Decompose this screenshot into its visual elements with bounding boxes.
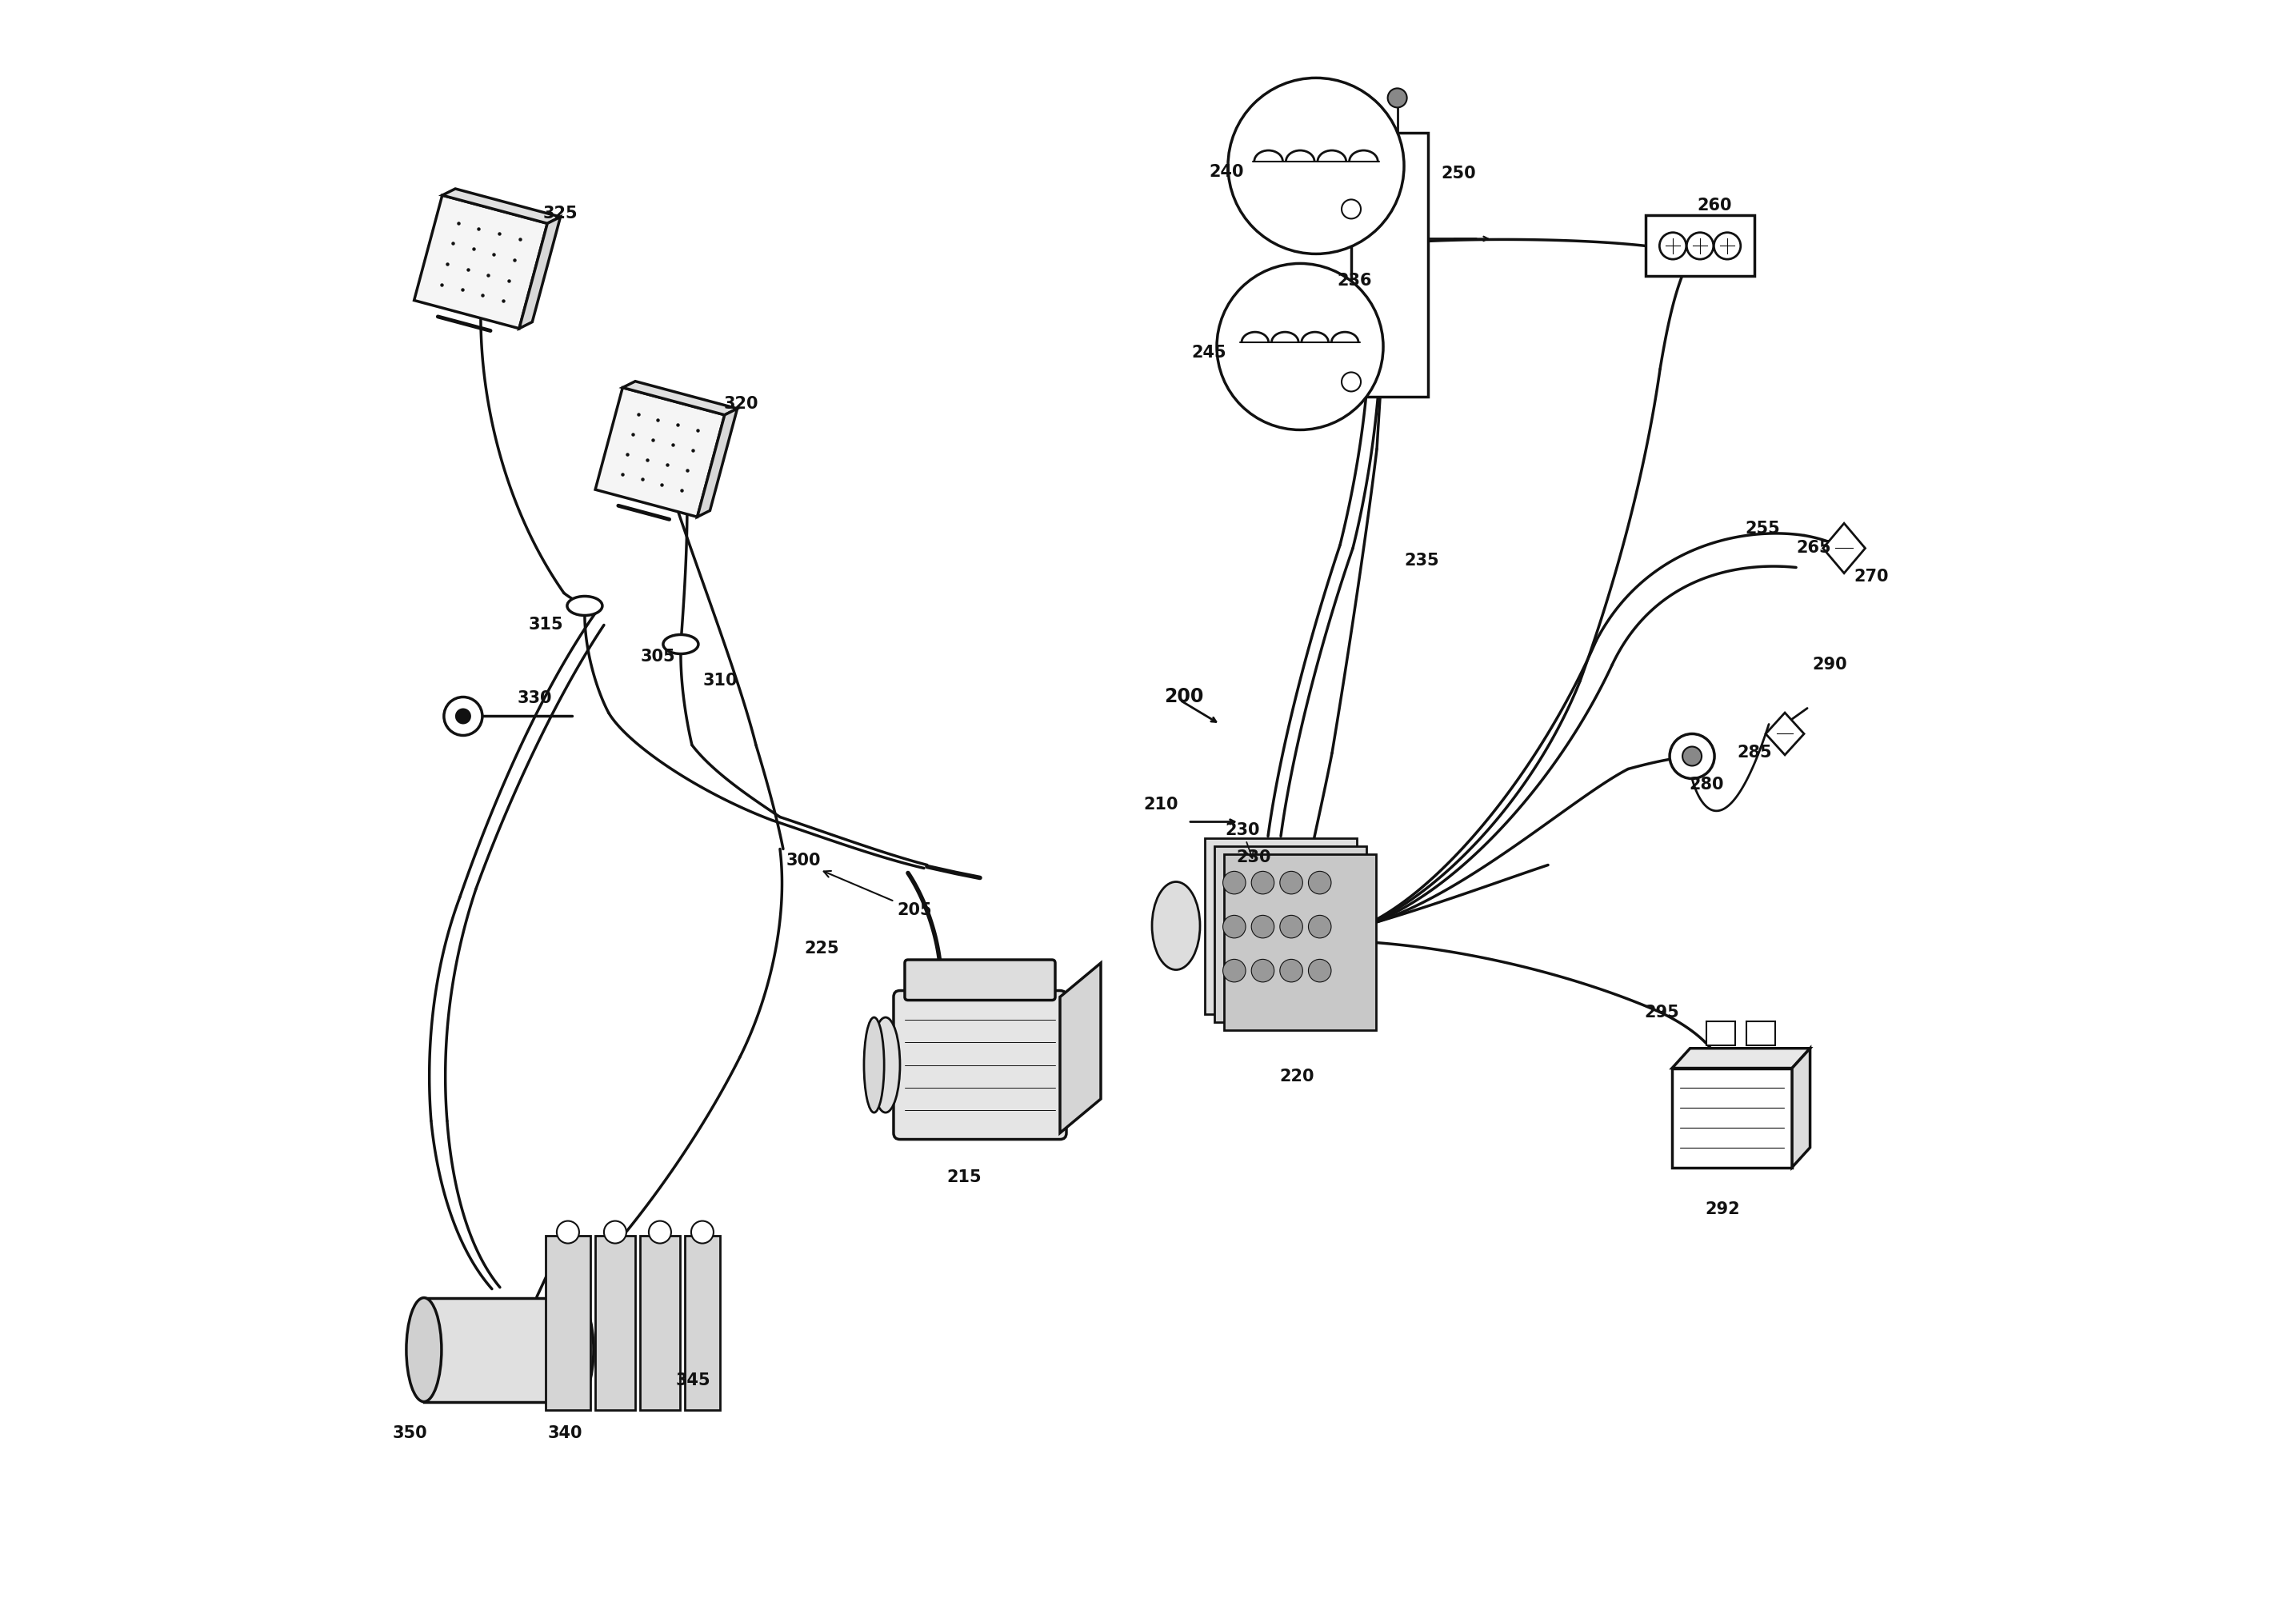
- Bar: [1706, 1020, 1736, 1045]
- Circle shape: [1309, 871, 1332, 894]
- Text: 255: 255: [1745, 521, 1779, 537]
- Text: 290: 290: [1812, 657, 1846, 673]
- Circle shape: [455, 708, 471, 724]
- Circle shape: [1217, 263, 1382, 429]
- Circle shape: [1387, 88, 1407, 107]
- Circle shape: [1309, 915, 1332, 939]
- Circle shape: [1341, 372, 1362, 391]
- Bar: [546, 1235, 590, 1410]
- Text: 236: 236: [1336, 272, 1371, 288]
- Text: 250: 250: [1442, 167, 1476, 183]
- Polygon shape: [519, 216, 560, 328]
- Text: 345: 345: [675, 1373, 712, 1387]
- Text: 340: 340: [549, 1424, 583, 1440]
- Text: 215: 215: [946, 1169, 980, 1185]
- Text: 265: 265: [1795, 540, 1830, 556]
- Circle shape: [1713, 232, 1740, 260]
- Text: 205: 205: [824, 871, 932, 918]
- Text: 305: 305: [641, 649, 675, 665]
- Text: 330: 330: [517, 690, 553, 706]
- Circle shape: [1341, 200, 1362, 219]
- Circle shape: [1251, 915, 1274, 939]
- Text: 350: 350: [393, 1424, 427, 1440]
- Text: 320: 320: [723, 396, 758, 412]
- Circle shape: [1228, 78, 1405, 253]
- Text: 240: 240: [1208, 165, 1244, 181]
- Bar: [1745, 1020, 1775, 1045]
- Text: 295: 295: [1644, 1004, 1678, 1020]
- Text: 200: 200: [1164, 687, 1203, 706]
- Polygon shape: [1793, 1048, 1809, 1168]
- Polygon shape: [1061, 963, 1100, 1133]
- Ellipse shape: [664, 634, 698, 654]
- Circle shape: [1279, 915, 1302, 939]
- Bar: [1671, 1069, 1793, 1168]
- Circle shape: [1224, 960, 1247, 982]
- Bar: [425, 1298, 576, 1402]
- Text: 235: 235: [1405, 553, 1440, 569]
- Text: 270: 270: [1853, 569, 1890, 585]
- Text: 300: 300: [785, 852, 822, 868]
- Ellipse shape: [1153, 881, 1201, 969]
- Circle shape: [556, 1221, 579, 1243]
- Text: 280: 280: [1690, 777, 1724, 793]
- Ellipse shape: [870, 1017, 900, 1112]
- Circle shape: [1251, 871, 1274, 894]
- Circle shape: [443, 697, 482, 735]
- Text: 230: 230: [1235, 849, 1270, 865]
- Text: 285: 285: [1736, 745, 1773, 761]
- Polygon shape: [413, 195, 546, 328]
- Polygon shape: [595, 388, 726, 517]
- Text: 315: 315: [528, 617, 563, 633]
- Polygon shape: [622, 381, 737, 415]
- Ellipse shape: [567, 596, 602, 615]
- Circle shape: [1279, 960, 1302, 982]
- Text: 220: 220: [1279, 1069, 1313, 1085]
- Circle shape: [1224, 915, 1247, 939]
- Text: 260: 260: [1697, 199, 1731, 215]
- Bar: [684, 1235, 721, 1410]
- Polygon shape: [698, 409, 737, 517]
- Circle shape: [1251, 960, 1274, 982]
- Polygon shape: [443, 189, 560, 223]
- Polygon shape: [1823, 524, 1864, 574]
- Bar: [1646, 216, 1754, 276]
- Circle shape: [604, 1221, 627, 1243]
- Circle shape: [691, 1221, 714, 1243]
- FancyBboxPatch shape: [905, 960, 1056, 1000]
- Circle shape: [1660, 232, 1685, 260]
- Circle shape: [1669, 734, 1715, 779]
- Ellipse shape: [406, 1298, 441, 1402]
- Circle shape: [1224, 871, 1247, 894]
- Ellipse shape: [558, 1298, 595, 1402]
- Text: 225: 225: [804, 940, 838, 956]
- Text: 325: 325: [544, 207, 579, 223]
- Bar: [1215, 846, 1366, 1022]
- Bar: [1205, 838, 1357, 1014]
- Circle shape: [650, 1221, 670, 1243]
- Text: 310: 310: [703, 673, 737, 689]
- Circle shape: [1683, 747, 1701, 766]
- Bar: [1224, 854, 1375, 1030]
- Polygon shape: [1766, 713, 1805, 755]
- Circle shape: [1279, 871, 1302, 894]
- Circle shape: [1309, 960, 1332, 982]
- Polygon shape: [1671, 1048, 1809, 1069]
- FancyBboxPatch shape: [893, 990, 1065, 1139]
- Circle shape: [1688, 232, 1713, 260]
- Bar: [595, 1235, 636, 1410]
- Ellipse shape: [863, 1017, 884, 1112]
- Bar: [1352, 133, 1428, 397]
- Bar: [641, 1235, 680, 1410]
- Text: 292: 292: [1706, 1202, 1740, 1218]
- Text: 245: 245: [1192, 344, 1226, 360]
- Text: 210: 210: [1143, 796, 1178, 812]
- Text: 230: 230: [1224, 822, 1261, 859]
